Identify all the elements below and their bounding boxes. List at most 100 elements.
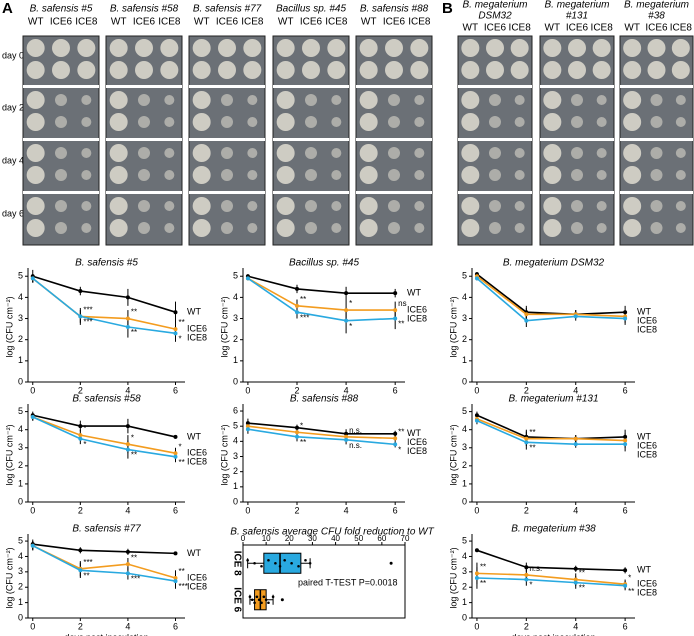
separator [189, 85, 265, 88]
colony [671, 61, 690, 79]
y-tick-label: 4 [18, 292, 23, 302]
y-tick-label: 4 [462, 424, 467, 434]
series-label: ICE8 [187, 581, 207, 591]
column-label: WT [28, 17, 44, 28]
x-tick-label: 6 [623, 505, 628, 515]
column-label: WT [361, 17, 377, 28]
series-label: ICE8 [637, 588, 657, 598]
y-tick-label: 0 [462, 612, 467, 622]
colony [109, 39, 128, 57]
significance: ** [529, 443, 535, 452]
photo-title: Bacillus sp. #45 [276, 4, 346, 15]
colony [388, 222, 400, 234]
colony [135, 39, 153, 57]
x-tick-label: 0 [245, 505, 250, 515]
colony [489, 116, 501, 128]
colony [331, 201, 342, 211]
colony [247, 95, 258, 105]
colony [596, 117, 607, 127]
colony [489, 169, 501, 181]
colony [543, 219, 562, 237]
point [283, 558, 286, 562]
significance: *** [83, 306, 92, 315]
y-tick-label: 3 [233, 313, 238, 323]
data-point [125, 295, 130, 300]
colony [164, 170, 175, 180]
colony [650, 116, 663, 128]
separator [620, 138, 693, 141]
y-axis-label: log (CFU cm⁻²) [4, 547, 14, 608]
x-tick-label: 4 [344, 505, 349, 515]
separator [458, 191, 532, 194]
colony [276, 219, 295, 237]
colony [650, 94, 663, 106]
y-tick-label: 5 [18, 535, 23, 545]
colony [650, 169, 663, 181]
colony [276, 166, 295, 184]
x-tick-label: 2 [294, 385, 299, 395]
x-tick-label: 60 [377, 534, 386, 543]
data-point [245, 427, 250, 432]
colony [650, 147, 663, 159]
colony [571, 147, 583, 159]
data-point [393, 308, 398, 313]
colony [26, 144, 45, 162]
significance: * [349, 299, 352, 308]
photo-title: B. safensis #77 [193, 4, 262, 15]
data-point [474, 276, 479, 281]
point [297, 564, 300, 568]
colony [138, 200, 150, 212]
significance: * [349, 322, 352, 331]
colony [623, 91, 642, 109]
x-tick-label: 6 [173, 505, 178, 515]
colony [77, 61, 96, 79]
column-label: ICE8 [75, 17, 98, 28]
colony [52, 61, 70, 79]
series-label: ICE6 [407, 437, 427, 447]
colony [596, 148, 607, 158]
x-tick-label: 4 [125, 505, 130, 515]
category-label: ICE 8 [231, 551, 242, 576]
data-point [78, 289, 83, 294]
colony [571, 222, 583, 234]
x-tick-label: 2 [524, 505, 529, 515]
colony [302, 61, 320, 79]
photo-title: B. safensis #88 [360, 4, 429, 15]
y-tick-label: 2 [462, 334, 467, 344]
chart-title: B. megaterium #38 [511, 524, 596, 535]
colony [55, 147, 67, 159]
y-tick-label: 2 [18, 334, 23, 344]
series-label: WT [637, 431, 651, 441]
colony [331, 95, 342, 105]
colony [486, 61, 504, 79]
data-point [344, 308, 349, 313]
colony [623, 166, 642, 184]
data-point [295, 430, 299, 435]
column-label: ICE6 [300, 17, 323, 28]
x-axis-label: days post inoculation [511, 632, 595, 636]
colony [414, 148, 425, 158]
colony [247, 223, 258, 233]
x-tick-label: 6 [173, 621, 178, 631]
significance: ** [628, 587, 634, 596]
colony [650, 222, 663, 234]
y-tick-label: 4 [462, 551, 467, 561]
y-axis-label: log (CFU cm⁻²) [219, 424, 229, 485]
y-axis-label: log (CFU cm⁻²) [448, 547, 458, 608]
significance: *** [83, 558, 92, 567]
colony [571, 116, 583, 128]
colony [26, 166, 45, 184]
colony [331, 223, 342, 233]
colony [52, 39, 70, 57]
colony [461, 166, 480, 184]
y-tick-label: 4 [233, 436, 238, 446]
column-label: ICE8 [408, 17, 431, 28]
data-point [344, 437, 349, 442]
day-label: day 4 [2, 155, 24, 165]
series-line [476, 572, 626, 585]
significance: *** [131, 574, 140, 583]
data-point [474, 413, 479, 418]
series-label: ICE6 [637, 316, 657, 326]
colony [192, 219, 211, 237]
